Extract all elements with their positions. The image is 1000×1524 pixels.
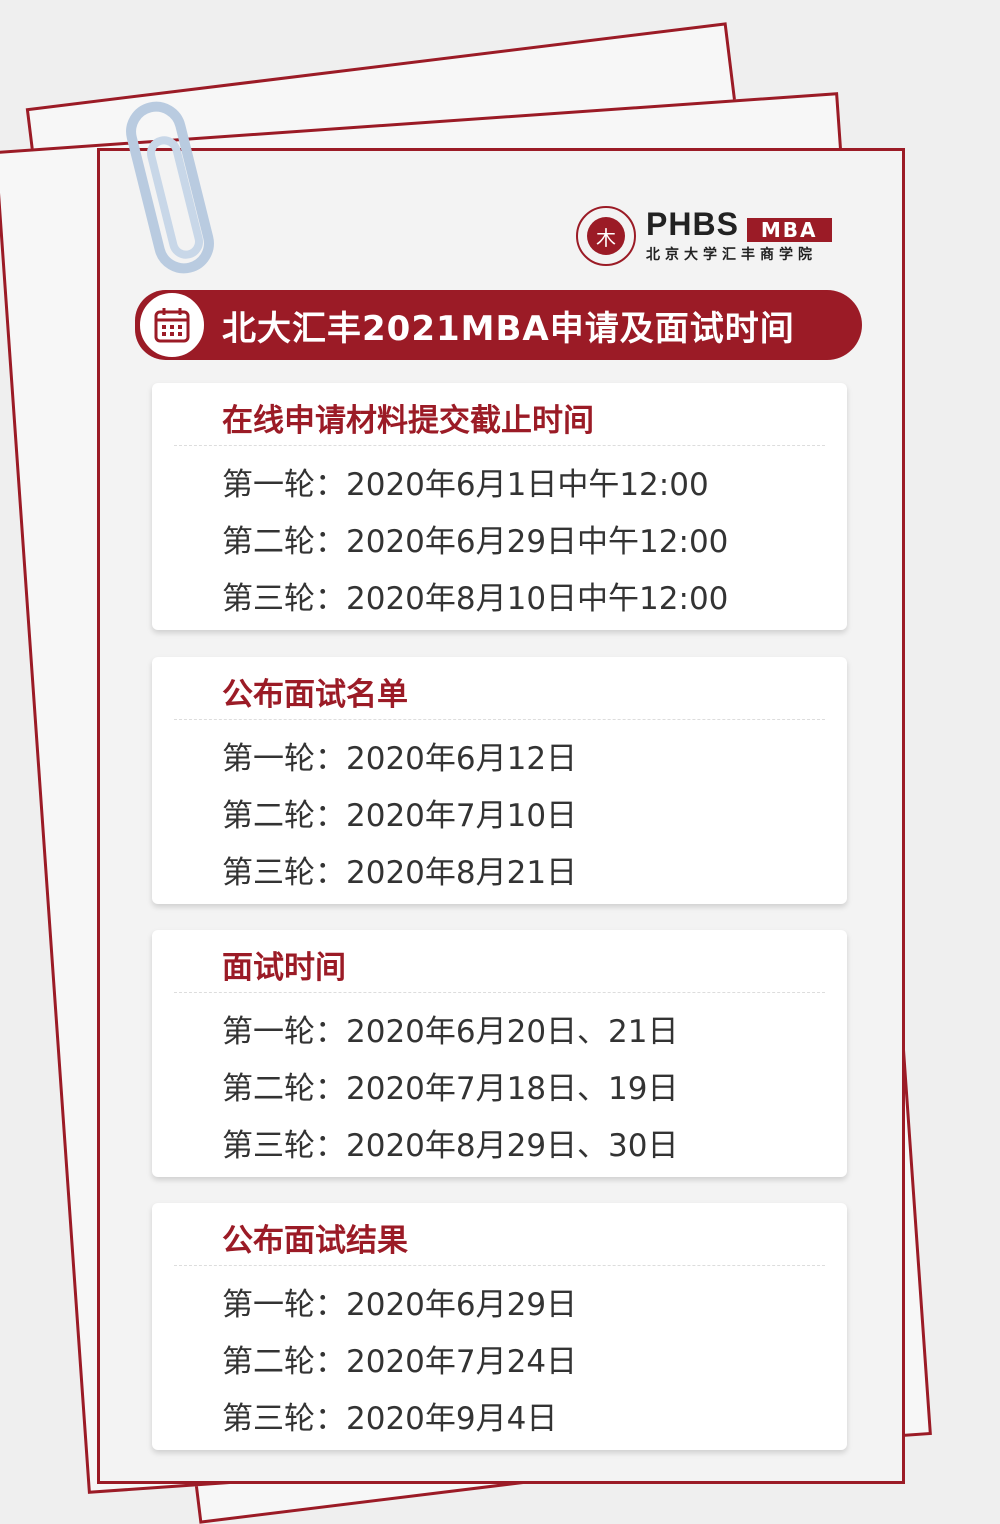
round-date: 2020年6月29日	[346, 1287, 578, 1323]
round-label: 第三轮：	[222, 855, 346, 891]
round-label: 第三轮：	[222, 1401, 346, 1437]
schedule-row: 第二轮：2020年7月24日	[222, 1334, 577, 1391]
schedule-row: 第二轮：2020年7月18日、19日	[222, 1061, 679, 1118]
schedule-row: 第三轮：2020年8月29日、30日	[222, 1118, 679, 1175]
round-date: 2020年7月24日	[346, 1344, 578, 1380]
calendar-icon	[138, 291, 206, 359]
round-label: 第三轮：	[222, 1128, 346, 1164]
page-title: 北大汇丰2021MBA申请及面试时间	[222, 308, 795, 349]
divider	[174, 1265, 825, 1266]
round-label: 第二轮：	[222, 1071, 346, 1107]
schedule-card: 在线申请材料提交截止时间 第一轮：2020年6月1日中午12:00 第二轮：2020…	[152, 383, 847, 630]
schedule-card: 公布面试名单 第一轮：2020年6月12日 第二轮：2020年7月10日 第三轮：20…	[152, 657, 847, 904]
round-label: 第三轮：	[222, 581, 346, 617]
schedule-row: 第一轮：2020年6月12日	[222, 731, 577, 788]
schedule-row: 第二轮：2020年6月29日中午12:00	[222, 514, 728, 571]
section-heading: 公布面试结果	[222, 1223, 408, 1259]
round-label: 第一轮：	[222, 741, 346, 777]
schedule-row: 第三轮：2020年9月4日	[222, 1391, 577, 1448]
schedule-row: 第一轮：2020年6月29日	[222, 1277, 577, 1334]
round-date: 2020年8月21日	[346, 855, 578, 891]
divider	[174, 992, 825, 993]
round-date: 2020年6月12日	[346, 741, 578, 777]
round-date: 2020年8月29日、30日	[346, 1128, 679, 1164]
round-date: 2020年8月10日中午12:00	[346, 581, 729, 617]
schedule-row: 第三轮：2020年8月10日中午12:00	[222, 571, 728, 628]
round-date: 2020年6月29日中午12:00	[346, 524, 729, 560]
logo-badge: MBA	[746, 218, 832, 243]
section-heading: 在线申请材料提交截止时间	[222, 403, 594, 439]
section-heading: 公布面试名单	[222, 677, 408, 713]
round-date: 2020年7月10日	[346, 798, 578, 834]
divider	[174, 445, 825, 446]
schedule-row: 第三轮：2020年8月21日	[222, 845, 577, 902]
schedule-row: 第一轮：2020年6月1日中午12:00	[222, 457, 728, 514]
schedule-row: 第一轮：2020年6月20日、21日	[222, 1004, 679, 1061]
logo-brand: PHBS	[646, 205, 739, 242]
schedule-card: 公布面试结果 第一轮：2020年6月29日 第二轮：2020年7月24日 第三轮：20…	[152, 1203, 847, 1450]
round-label: 第一轮：	[222, 467, 346, 503]
phbs-logo: 木 PHBS MBA 北京大学汇丰商学院	[576, 206, 832, 266]
round-label: 第二轮：	[222, 524, 346, 560]
round-label: 第一轮：	[222, 1014, 346, 1050]
schedule-row: 第二轮：2020年7月10日	[222, 788, 577, 845]
section-heading: 面试时间	[222, 950, 346, 986]
round-label: 第二轮：	[222, 1344, 346, 1380]
schedule-card: 面试时间 第一轮：2020年6月20日、21日 第二轮：2020年7月18日、19日…	[152, 930, 847, 1177]
round-date: 2020年7月18日、19日	[346, 1071, 679, 1107]
round-label: 第二轮：	[222, 798, 346, 834]
logo-school: 北京大学汇丰商学院	[646, 247, 817, 264]
peking-university-seal-icon: 木	[576, 206, 636, 266]
title-banner: 北大汇丰2021MBA申请及面试时间	[135, 290, 862, 360]
divider	[174, 719, 825, 720]
round-date: 2020年6月1日中午12:00	[346, 467, 709, 503]
round-date: 2020年6月20日、21日	[346, 1014, 679, 1050]
round-date: 2020年9月4日	[346, 1401, 558, 1437]
round-label: 第一轮：	[222, 1287, 346, 1323]
